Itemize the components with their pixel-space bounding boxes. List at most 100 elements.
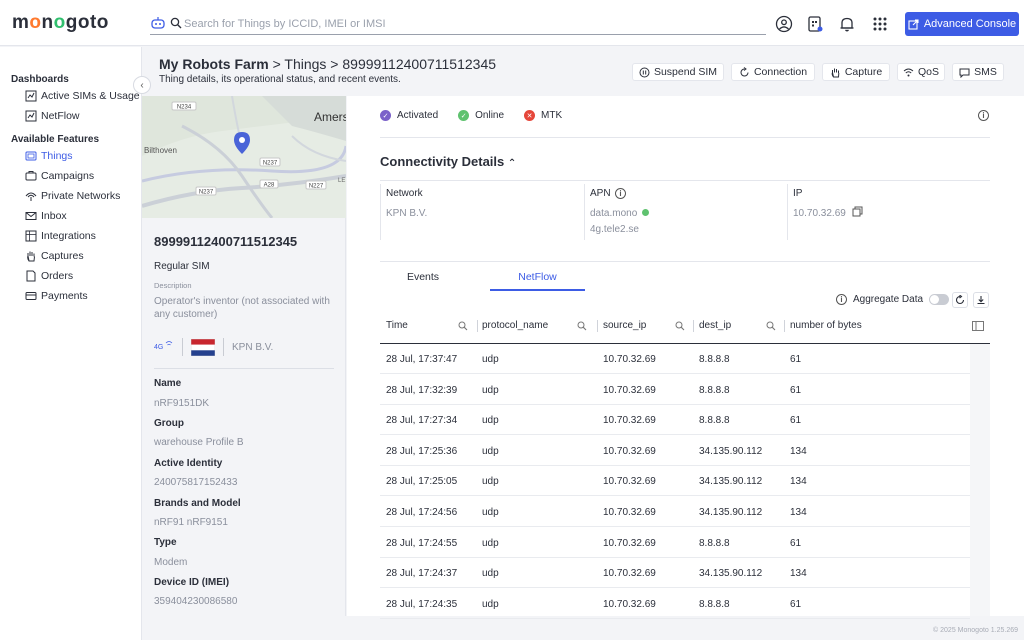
sms-button[interactable]: SMS [952,63,1004,81]
sidebar-item-captures[interactable]: Captures [25,248,84,264]
sidebar-item-netflow[interactable]: NetFlow [25,108,80,124]
cell-source-ip: 10.70.32.69 [603,476,656,488]
download-button[interactable] [973,292,989,308]
cell-protocol: udp [482,415,499,427]
chart-icon [25,90,37,102]
search-icon[interactable] [577,321,587,331]
map-label: LE [338,178,345,184]
search-input[interactable] [184,14,754,34]
info-icon[interactable]: i [978,110,989,121]
robot-icon [151,17,165,29]
table-row[interactable]: 28 Jul, 17:32:39 udp 10.70.32.69 8.8.8.8 61 [380,375,970,405]
sidebar-item-label: Campaigns [41,170,95,182]
sidebar-item-campaigns[interactable]: Campaigns [25,168,94,184]
collapse-sidebar-button[interactable]: ‹ [133,76,151,94]
table-row[interactable]: 28 Jul, 17:24:37 udp 10.70.32.69 34.135.90.… [380,558,970,589]
table-scrollbar[interactable] [970,344,990,616]
qos-button[interactable]: QoS [897,63,945,81]
cell-bytes: 134 [790,568,807,580]
sidebar-item-orders[interactable]: Orders [25,268,73,284]
sim-type: Regular SIM [154,261,210,272]
sim-card-icon [25,151,37,161]
table-row[interactable]: 28 Jul, 17:24:55 udp 10.70.32.69 8.8.8.8 61 [380,528,970,558]
column-separator [784,320,785,332]
apps-grid-icon[interactable] [871,15,889,33]
map-label: A28 [264,183,275,189]
map-pin-icon [234,132,250,154]
search-icon[interactable] [458,321,468,331]
capture-button[interactable]: Capture [822,63,890,81]
field-value-group: warehouse Profile B [154,437,244,448]
advanced-console-label: Advanced Console [923,18,1017,30]
table-row[interactable]: 28 Jul, 17:37:47 udp 10.70.32.69 8.8.8.8 61 [380,344,970,374]
map-label: N237 [199,190,214,196]
x-circle-icon: ✕ [524,110,536,121]
description-text: Operator's inventor (not associated with… [154,296,330,320]
cell-time: 28 Jul, 17:37:47 [386,354,458,365]
search-icon[interactable] [675,321,685,331]
location-map[interactable]: N234 Bilthoven Amers N237 A28 N227 N237 … [142,96,346,218]
cell-bytes: 134 [790,507,807,518]
column-header-source-ip[interactable]: source_ip [603,320,647,331]
map-label: N234 [177,105,192,111]
cell-protocol: udp [482,537,499,549]
breadcrumb-root[interactable]: My Robots Farm [159,56,269,72]
tab-netflow[interactable]: NetFlow [490,271,585,291]
cell-time: 28 Jul, 17:24:37 [386,568,458,580]
document-icon [26,270,36,282]
sidebar-item-private-networks[interactable]: Private Networks [25,188,120,204]
cell-dest-ip: 8.8.8.8 [699,354,730,365]
search-icon[interactable] [766,321,776,331]
report-icon[interactable] [806,15,824,33]
chat-icon [959,68,970,78]
table-row[interactable]: 28 Jul, 17:25:36 udp 10.70.32.69 34.135.90.… [380,436,970,466]
thing-iccid: 89999112400711512345 [154,234,298,249]
tab-events[interactable]: Events [406,271,440,283]
cell-protocol: udp [482,445,499,457]
column-separator [787,184,788,240]
copy-icon[interactable] [852,206,863,217]
cell-dest-ip: 8.8.8.8 [699,598,730,610]
table-row[interactable]: 28 Jul, 17:24:35 udp 10.70.32.69 8.8.8.8 61 [380,589,970,619]
network-value: KPN B.V. [386,208,428,219]
user-icon[interactable] [775,15,793,33]
advanced-console-button[interactable]: Advanced Console [905,12,1019,36]
cell-time: 28 Jul, 17:24:55 [386,537,458,549]
cell-source-ip: 10.70.32.69 [603,598,656,610]
connectivity-title[interactable]: Connectivity Details ⌃ [380,154,517,169]
sidebar-item-inbox[interactable]: Inbox [25,208,67,224]
column-separator [477,320,478,332]
network-operator: KPN B.V. [232,341,274,353]
columns-icon[interactable] [972,321,984,331]
chevron-up-icon: ⌃ [507,158,517,169]
cell-source-ip: 10.70.32.69 [603,415,656,427]
cell-protocol: udp [482,598,499,610]
map-label: Amers [314,110,346,124]
sidebar-item-payments[interactable]: Payments [25,288,88,304]
suspend-sim-button[interactable]: Suspend SIM [632,63,724,81]
info-icon[interactable]: i [615,188,626,199]
info-icon[interactable]: i [836,294,847,305]
table-row[interactable]: 28 Jul, 17:25:05 udp 10.70.32.69 34.135.90.… [380,466,970,497]
sidebar-item-integrations[interactable]: Integrations [25,228,96,244]
column-header-bytes[interactable]: number of bytes [790,320,862,331]
connection-button[interactable]: Connection [731,63,815,81]
aggregate-data-toggle[interactable] [929,294,950,305]
column-header-time[interactable]: Time [386,320,408,331]
sidebar-item-active-sims[interactable]: Active SIMs & Usage [25,88,140,104]
cell-bytes: 61 [790,384,802,396]
table-row[interactable]: 28 Jul, 17:27:34 udp 10.70.32.69 8.8.8.8 61 [380,405,970,436]
field-value-type: Modem [154,557,188,568]
column-header-dest-ip[interactable]: dest_ip [699,320,732,331]
cell-time: 28 Jul, 17:25:05 [386,476,458,488]
capture-label: Capture [844,66,883,78]
bell-icon[interactable] [838,15,856,33]
map-label: N227 [309,184,324,190]
monogoto-logo[interactable]: monogoto [12,12,109,33]
divider [154,368,334,369]
sidebar-item-things[interactable]: Things [25,148,73,164]
refresh-button[interactable] [952,292,968,308]
column-header-protocol[interactable]: protocol_name [482,320,549,331]
table-row[interactable]: 28 Jul, 17:24:56 udp 10.70.32.69 34.135.90.… [380,497,970,527]
cell-dest-ip: 34.135.90.112 [699,476,763,488]
